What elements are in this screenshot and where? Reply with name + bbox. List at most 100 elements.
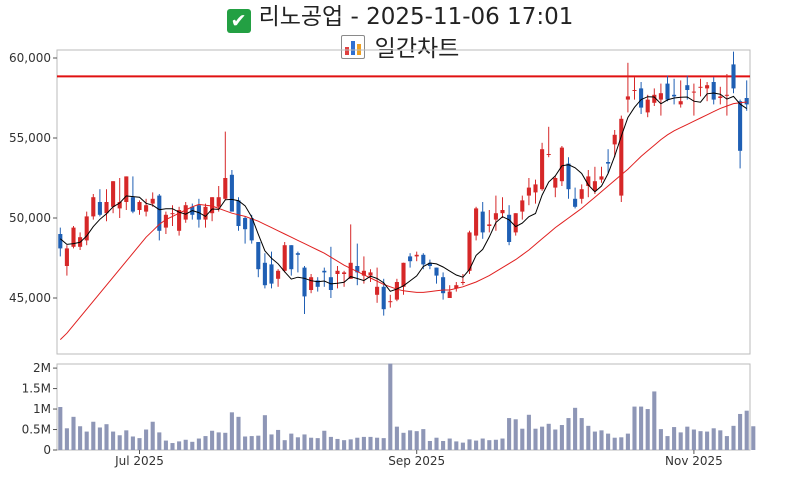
candle-body — [652, 94, 657, 103]
candle-body — [480, 211, 485, 233]
volume-bar — [348, 439, 353, 450]
candle-body — [427, 262, 432, 266]
candle-body — [315, 280, 320, 287]
volume-bar — [342, 440, 347, 450]
volume-bar — [665, 436, 670, 450]
candle-body — [342, 272, 347, 274]
volume-bar — [553, 429, 558, 450]
candle-body — [553, 178, 558, 188]
volume-bar — [566, 418, 571, 450]
candle-body — [157, 195, 162, 231]
candle-body — [355, 266, 360, 273]
volume-bar — [738, 413, 743, 450]
volume-bar — [130, 436, 135, 450]
volume-bar — [480, 438, 485, 450]
volume-bar — [368, 436, 373, 450]
volume-tick-label: 0 — [43, 443, 51, 457]
volume-bar — [401, 432, 406, 450]
volume-bar — [718, 430, 723, 450]
candle-body — [335, 270, 340, 274]
candle-body — [625, 96, 630, 100]
candle-body — [559, 147, 564, 182]
candle-body — [381, 286, 386, 310]
candle-body — [632, 90, 637, 91]
ma5-line — [59, 92, 747, 292]
volume-bar — [282, 440, 287, 450]
candle-body — [573, 198, 578, 207]
candle-body — [520, 200, 525, 212]
candle-body — [738, 101, 743, 151]
candle-body — [375, 286, 380, 295]
candle-body — [533, 184, 538, 193]
candle-body — [731, 64, 736, 89]
candle-body — [441, 277, 446, 294]
candle-body — [295, 253, 300, 255]
candle-body — [507, 214, 512, 242]
volume-bar — [546, 423, 551, 450]
volume-bar — [71, 416, 76, 450]
x-tick-label: Sep 2025 — [388, 454, 445, 468]
candle-body — [117, 202, 122, 209]
candle-body — [249, 218, 254, 241]
volume-bar — [533, 428, 538, 450]
price-tick-label: 55,000 — [9, 131, 51, 145]
volume-bar — [229, 412, 234, 450]
candle-body — [104, 202, 109, 214]
candle-body — [639, 88, 644, 108]
volume-bar — [632, 406, 637, 450]
volume-bar — [467, 439, 472, 450]
candle-body — [592, 181, 597, 191]
volume-bar — [163, 440, 168, 450]
volume-bar — [705, 431, 710, 450]
candle-body — [269, 264, 274, 284]
volume-bar — [513, 419, 518, 450]
candle-body — [302, 267, 307, 297]
volume-tick-label: 0.5M — [22, 423, 51, 437]
volume-bar — [236, 416, 241, 450]
candle-body — [282, 245, 287, 271]
candle-body — [474, 208, 479, 236]
candle-body — [579, 189, 584, 199]
volume-bar — [355, 437, 360, 450]
volume-bar — [685, 426, 690, 450]
volume-bar — [421, 429, 426, 450]
volume-bar — [256, 435, 261, 450]
candle-body — [111, 181, 116, 207]
volume-bar — [493, 439, 498, 450]
candle-body — [361, 270, 366, 276]
volume-bar — [427, 440, 432, 450]
candle-body — [289, 245, 294, 270]
volume-bar — [196, 438, 201, 450]
volume-bar — [84, 431, 89, 450]
candle-body — [203, 206, 208, 220]
volume-bar — [507, 418, 512, 450]
candle-body — [210, 197, 215, 214]
volume-tick-label: 1M — [33, 402, 51, 416]
candle-body — [421, 254, 426, 265]
volume-bar — [97, 427, 102, 450]
candle-body — [658, 93, 663, 100]
volume-bar — [441, 440, 446, 450]
volume-bar — [183, 439, 188, 450]
candle-body — [434, 267, 439, 276]
volume-bar — [309, 437, 314, 450]
volume-bar — [216, 432, 221, 450]
volume-bar — [639, 406, 644, 450]
volume-bar — [454, 441, 459, 450]
chart-subtitle-text: 일간차트 — [374, 36, 460, 62]
volume-bar — [579, 418, 584, 450]
price-panel — [56, 49, 751, 355]
candle-body — [691, 91, 696, 93]
volume-bar — [117, 435, 122, 450]
candle-body — [229, 174, 234, 212]
volume-bar — [526, 414, 531, 450]
volume-bar — [751, 426, 756, 450]
candle-body — [513, 213, 518, 233]
ma20-line — [59, 101, 747, 340]
volume-bar — [170, 443, 175, 450]
volume-bar — [619, 437, 624, 450]
candle-body — [144, 205, 149, 212]
volume-bar — [612, 437, 617, 450]
candle-body — [645, 99, 650, 113]
candle-body — [718, 96, 723, 98]
